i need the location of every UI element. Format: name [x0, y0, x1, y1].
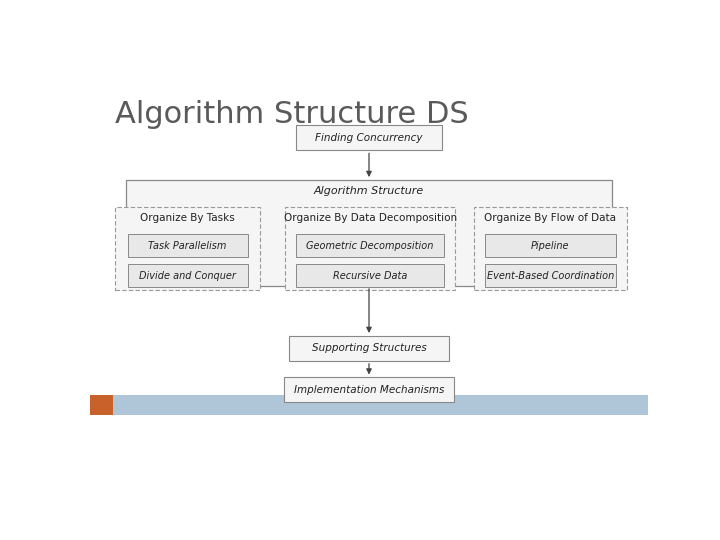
FancyBboxPatch shape [127, 264, 248, 287]
FancyBboxPatch shape [474, 207, 627, 290]
FancyBboxPatch shape [297, 125, 441, 151]
Text: Recursive Data: Recursive Data [333, 271, 408, 281]
Text: Implementation Mechanisms: Implementation Mechanisms [294, 385, 444, 395]
Text: Event-Based Coordination: Event-Based Coordination [487, 271, 614, 281]
FancyBboxPatch shape [289, 336, 449, 361]
FancyBboxPatch shape [126, 180, 612, 286]
Text: Algorithm Structure: Algorithm Structure [314, 186, 424, 196]
Text: Organize By Tasks: Organize By Tasks [140, 213, 235, 223]
Text: Task Parallelism: Task Parallelism [148, 241, 227, 251]
FancyBboxPatch shape [115, 207, 260, 290]
Text: Organize By Data Decomposition: Organize By Data Decomposition [284, 213, 456, 223]
Text: Organize By Flow of Data: Organize By Flow of Data [485, 213, 616, 223]
FancyBboxPatch shape [296, 264, 444, 287]
Text: Geometric Decomposition: Geometric Decomposition [307, 241, 434, 251]
FancyBboxPatch shape [284, 377, 454, 402]
FancyBboxPatch shape [485, 234, 616, 257]
FancyBboxPatch shape [285, 207, 455, 290]
FancyBboxPatch shape [127, 234, 248, 257]
Text: Divide and Conquer: Divide and Conquer [139, 271, 236, 281]
Text: Finding Concurrency: Finding Concurrency [315, 132, 423, 143]
Text: Supporting Structures: Supporting Structures [312, 343, 426, 353]
FancyBboxPatch shape [296, 234, 444, 257]
Bar [90, 395, 114, 415]
Bar [90, 395, 648, 415]
FancyBboxPatch shape [485, 264, 616, 287]
Text: Algorithm Structure DS: Algorithm Structure DS [115, 100, 469, 129]
Text: Pipeline: Pipeline [531, 241, 570, 251]
